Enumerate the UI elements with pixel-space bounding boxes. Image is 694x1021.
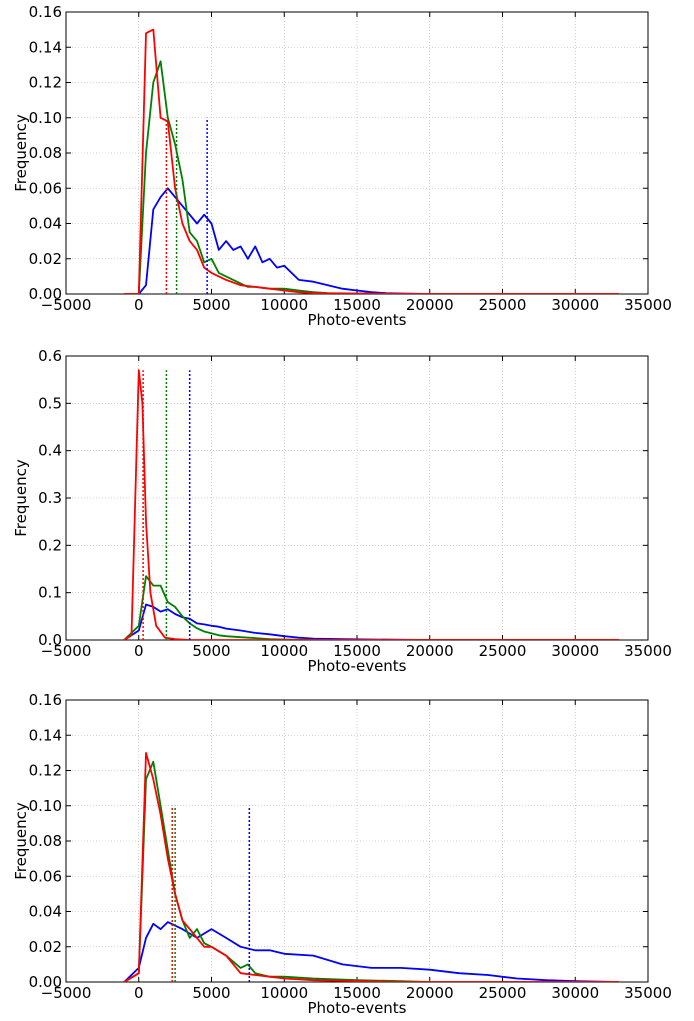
y-tick-label: 0.04 bbox=[29, 903, 62, 921]
y-tick-label: 0.08 bbox=[29, 832, 62, 850]
x-tick-label: 25000 bbox=[479, 642, 527, 660]
x-tick-label: 35000 bbox=[624, 296, 672, 314]
x-tick-label: 15000 bbox=[333, 642, 381, 660]
chart-panel-3: −5000 0 5000 10000 15000 20000 25000 30000 35000… bbox=[12, 691, 672, 1017]
series-line-1 bbox=[124, 187, 619, 294]
y-axis-label: Frequency bbox=[12, 114, 30, 192]
y-tick-label: 0.16 bbox=[29, 691, 62, 709]
x-tick-label: 20000 bbox=[406, 642, 454, 660]
x-tick-label: −5000 bbox=[41, 984, 92, 1002]
y-tick-label: 0.5 bbox=[38, 394, 62, 412]
chart-panel-1: −5000 0 5000 10000 15000 20000 25000 30000 35000… bbox=[12, 3, 672, 329]
x-tick-label: 25000 bbox=[479, 296, 527, 314]
x-tick-label: 25000 bbox=[479, 984, 527, 1002]
y-tick-label: 0.00 bbox=[29, 285, 62, 303]
series-line-3 bbox=[124, 28, 619, 294]
series-line-3 bbox=[123, 752, 619, 982]
x-axis-label: Photo-events bbox=[307, 311, 406, 329]
y-tick-label: 0.1 bbox=[38, 584, 62, 602]
x-axis-label: Photo-events bbox=[307, 999, 406, 1017]
x-tick-label: 5000 bbox=[192, 296, 230, 314]
x-tick-label: 5000 bbox=[192, 984, 230, 1002]
x-tick-label: 0 bbox=[134, 296, 144, 314]
x-tick-label: 35000 bbox=[624, 984, 672, 1002]
series-line-1 bbox=[123, 921, 619, 982]
x-tick-label: 10000 bbox=[260, 296, 308, 314]
x-axis-label: Photo-events bbox=[307, 657, 406, 675]
x-tick-label: 35000 bbox=[624, 642, 672, 660]
x-tick-label: −5000 bbox=[41, 296, 92, 314]
series-line-3 bbox=[123, 369, 619, 640]
y-tick-label: 0.14 bbox=[29, 726, 62, 744]
y-tick-label: 0.14 bbox=[29, 38, 62, 56]
x-tick-label: 20000 bbox=[406, 296, 454, 314]
y-tick-label: 0.12 bbox=[29, 762, 62, 780]
y-tick-label: 0.12 bbox=[29, 74, 62, 92]
x-tick-label: 15000 bbox=[333, 984, 381, 1002]
y-tick-label: 0.10 bbox=[29, 797, 62, 815]
x-tick-label: 20000 bbox=[406, 984, 454, 1002]
x-tick-label: 15000 bbox=[333, 296, 381, 314]
y-tick-label: 0.0 bbox=[38, 631, 62, 649]
y-tick-label: 0.02 bbox=[29, 250, 62, 268]
plot-area bbox=[123, 369, 619, 640]
series-line-2 bbox=[124, 60, 619, 294]
y-tick-label: 0.2 bbox=[38, 536, 62, 554]
series-line-2 bbox=[123, 760, 619, 982]
y-tick-label: 0.10 bbox=[29, 109, 62, 127]
series-line-1 bbox=[123, 603, 619, 640]
y-tick-label: 0.6 bbox=[38, 347, 62, 365]
x-tick-label: 30000 bbox=[551, 642, 599, 660]
y-tick-label: 0.06 bbox=[29, 867, 62, 885]
y-axis-label: Frequency bbox=[12, 459, 30, 537]
y-tick-label: 0.08 bbox=[29, 144, 62, 162]
chart-panel-2: −5000 0 5000 10000 15000 20000 25000 30000 35000… bbox=[12, 347, 672, 675]
series-line-2 bbox=[123, 575, 619, 640]
x-tick-label: 10000 bbox=[260, 984, 308, 1002]
y-tick-label: 0.02 bbox=[29, 938, 62, 956]
x-tick-label: 0 bbox=[134, 642, 144, 660]
x-tick-label: −5000 bbox=[41, 642, 92, 660]
y-tick-label: 0.00 bbox=[29, 973, 62, 991]
x-tick-label: 10000 bbox=[260, 642, 308, 660]
plot-area bbox=[124, 28, 619, 294]
y-tick-label: 0.4 bbox=[38, 442, 62, 460]
x-tick-label: 30000 bbox=[551, 984, 599, 1002]
y-tick-label: 0.06 bbox=[29, 179, 62, 197]
y-tick-label: 0.3 bbox=[38, 489, 62, 507]
y-tick-label: 0.04 bbox=[29, 215, 62, 233]
plot-area bbox=[123, 752, 619, 982]
x-tick-label: 5000 bbox=[192, 642, 230, 660]
x-tick-label: 30000 bbox=[551, 296, 599, 314]
y-tick-label: 0.16 bbox=[29, 3, 62, 21]
x-tick-label: 0 bbox=[134, 984, 144, 1002]
y-axis-label: Frequency bbox=[12, 802, 30, 880]
